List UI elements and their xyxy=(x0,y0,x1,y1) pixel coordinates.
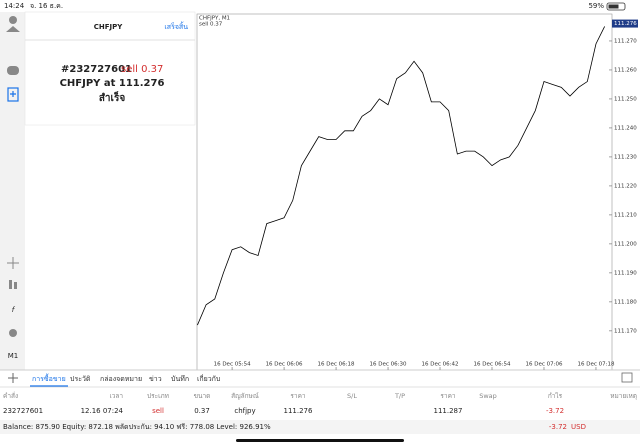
battery-level xyxy=(608,4,619,9)
tab[interactable]: ประวัติ xyxy=(70,375,91,383)
y-tick-label: 111.220 xyxy=(614,183,637,189)
order-ticket: #232727601 xyxy=(61,64,132,75)
column-header: เวลา xyxy=(109,392,123,400)
cell-price: 111.276 xyxy=(284,407,313,415)
y-tick-label: 111.200 xyxy=(614,241,637,247)
trade-icon[interactable] xyxy=(6,26,20,32)
last-price-label: 111.276 xyxy=(614,21,637,27)
y-tick-label: 111.260 xyxy=(614,67,637,73)
column-header: ราคา xyxy=(290,392,305,400)
column-header: ราคา xyxy=(440,392,455,400)
x-tick-label: 16 Dec 05:54 xyxy=(214,362,251,368)
cell-ticket: 232727601 xyxy=(3,407,43,415)
status-date: จ. 16 ธ.ค. xyxy=(30,2,63,10)
tab[interactable]: การซื้อขาย xyxy=(32,372,66,383)
candles-icon[interactable] xyxy=(9,280,12,289)
new-order-icon[interactable] xyxy=(7,87,19,102)
balance-text: Balance: 875.90 Equity: 872.18 พลัดประกั… xyxy=(3,423,271,431)
x-tick-label: 16 Dec 06:06 xyxy=(266,362,303,368)
x-tick-label: 16 Dec 06:42 xyxy=(422,362,459,368)
order-panel xyxy=(24,11,196,126)
status-time: 14:24 xyxy=(4,2,25,10)
last-price-box xyxy=(612,19,638,28)
price-line xyxy=(197,26,605,326)
y-tick-label: 111.190 xyxy=(614,270,637,276)
chart-subtitle: sell 0.37 xyxy=(199,22,223,28)
add-button[interactable] xyxy=(8,373,18,383)
x-tick-label: 16 Dec 06:18 xyxy=(318,362,355,368)
new-order-plus xyxy=(10,91,16,97)
tab[interactable]: กล่องจดหมาย xyxy=(100,375,142,383)
indicators-icon[interactable]: f xyxy=(12,306,16,314)
cell-profit: -3.72 xyxy=(546,407,564,415)
x-tick-label: 16 Dec 07:18 xyxy=(577,362,614,368)
column-header: สัญลักษณ์ xyxy=(231,392,259,400)
order-summary: CHFJPY at 111.276 xyxy=(60,78,165,89)
y-tick-label: 111.270 xyxy=(614,38,637,44)
cell-type: sell xyxy=(152,407,164,415)
y-tick-label: 111.210 xyxy=(614,212,637,218)
tab[interactable]: บันทึก xyxy=(171,374,189,383)
account-icon[interactable] xyxy=(9,16,17,24)
currency: USD xyxy=(571,423,586,431)
layout-button[interactable] xyxy=(621,372,633,383)
battery-icon xyxy=(606,2,626,11)
column-header: Swap xyxy=(479,392,497,400)
x-tick-label: 16 Dec 06:30 xyxy=(370,362,407,368)
y-tick-label: 111.170 xyxy=(614,328,637,334)
column-header: ประเภท xyxy=(147,392,169,400)
y-tick-label: 111.240 xyxy=(614,125,637,131)
x-tick-label: 16 Dec 06:54 xyxy=(474,362,511,368)
chat-icon[interactable] xyxy=(7,66,19,75)
home-indicator xyxy=(236,439,404,442)
cell-symbol: chfjpy xyxy=(234,407,255,415)
tab[interactable]: เกี่ยวกับ xyxy=(197,374,220,383)
column-header: ขนาด xyxy=(194,392,211,400)
order-result: สำเร็จ xyxy=(99,90,126,104)
candles-icon-2 xyxy=(14,282,17,289)
crosshair-icon[interactable] xyxy=(7,257,19,269)
tab[interactable]: ข่าว xyxy=(149,375,162,383)
column-header: กำไร xyxy=(548,392,563,400)
cell-current-price: 111.287 xyxy=(434,407,463,415)
sidebar xyxy=(0,12,25,370)
order-action: sell 0.37 xyxy=(121,64,163,75)
done-button[interactable]: เสร็จสิ้น xyxy=(164,20,188,31)
column-header: T/P xyxy=(394,392,405,400)
y-tick-label: 111.180 xyxy=(614,299,637,305)
y-tick-label: 111.230 xyxy=(614,154,637,160)
symbol-selector[interactable]: CHFJPY xyxy=(94,23,124,31)
cell-time: 12.16 07:24 xyxy=(81,407,124,415)
chart-title: CHFJPY, M1 xyxy=(199,16,230,22)
balance-bar xyxy=(0,420,640,434)
column-header: หมายเหตุ xyxy=(610,392,637,400)
column-header: คำสั่ง xyxy=(3,391,18,400)
cell-size: 0.37 xyxy=(194,407,210,415)
y-tick-label: 111.250 xyxy=(614,96,637,102)
total-profit: -3.72 xyxy=(549,423,567,431)
column-header: S/L xyxy=(347,392,357,400)
x-tick-label: 16 Dec 07:06 xyxy=(525,362,562,368)
battery-text: 59% xyxy=(588,2,604,10)
objects-icon[interactable] xyxy=(9,329,17,337)
timeframe[interactable]: M1 xyxy=(8,352,19,360)
